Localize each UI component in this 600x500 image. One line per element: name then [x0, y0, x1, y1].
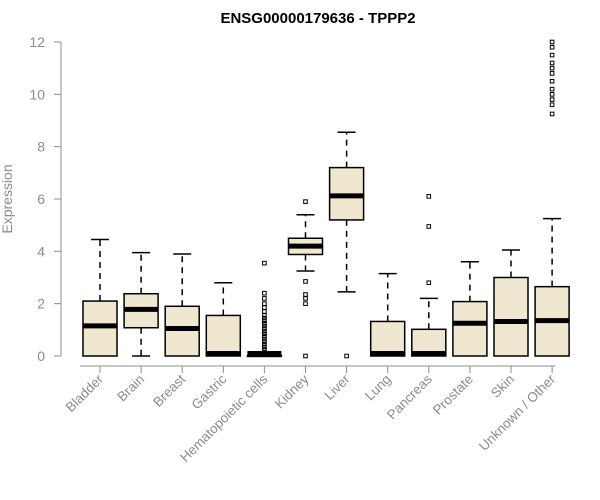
outlier-point — [262, 260, 267, 266]
y-tick-label: 10 — [29, 86, 45, 102]
box-group — [411, 194, 447, 357]
outlier-point — [303, 199, 308, 204]
outlier-point — [549, 44, 555, 50]
box-group — [246, 260, 283, 358]
outlier-point — [262, 331, 267, 337]
outlier-point — [426, 280, 432, 286]
y-tick-label: 4 — [37, 243, 45, 259]
y-tick-label: 6 — [37, 191, 45, 207]
outlier-point — [262, 318, 267, 323]
outlier-point — [303, 353, 308, 359]
outlier-point — [549, 86, 555, 92]
outlier-point — [262, 296, 267, 301]
box-group — [369, 272, 406, 357]
outlier-point — [262, 326, 267, 331]
box-group — [493, 249, 529, 357]
box-group — [82, 238, 118, 357]
boxes — [82, 39, 570, 359]
outlier-point — [262, 349, 267, 355]
outlier-point — [262, 334, 267, 339]
outlier-point — [303, 296, 308, 301]
outlier-point — [549, 78, 555, 84]
outlier-point — [262, 328, 267, 334]
outlier-point — [262, 305, 267, 310]
x-tick-label: Gastric — [189, 371, 230, 412]
outlier-point — [344, 353, 349, 359]
outlier-point — [262, 320, 267, 326]
outlier-point — [262, 323, 267, 329]
x-tick-label: Liver — [321, 371, 353, 403]
outlier-point — [549, 39, 555, 45]
outlier-point — [303, 301, 308, 306]
x-tick-label: Bladder — [63, 371, 107, 415]
outlier-point — [549, 97, 555, 102]
outlier-point — [262, 347, 267, 352]
iqr-box — [82, 300, 118, 357]
outlier-point — [549, 102, 555, 108]
y-tick-label: 0 — [37, 348, 45, 364]
outlier-point — [549, 111, 555, 117]
box-group — [164, 253, 200, 357]
box-group — [534, 39, 570, 357]
outlier-point — [262, 290, 267, 296]
box-group — [287, 199, 324, 359]
iqr-box — [369, 320, 406, 357]
outlier-point — [426, 194, 432, 199]
y-tick-label: 8 — [37, 139, 45, 155]
outlier-point — [262, 315, 267, 321]
y-tick-label: 2 — [37, 296, 45, 312]
box-group — [452, 261, 488, 357]
outlier-point — [262, 341, 267, 347]
box-group — [123, 251, 159, 357]
y-tick-label: 12 — [29, 34, 45, 50]
x-tick-label: Lung — [362, 372, 394, 404]
outlier-point — [549, 92, 555, 97]
iqr-box — [205, 314, 242, 357]
iqr-box — [452, 300, 488, 357]
outlier-point — [303, 279, 308, 284]
outlier-point — [262, 301, 267, 306]
box-group — [205, 281, 242, 357]
outlier-point — [549, 60, 555, 66]
y-ticks: 0 2 4 6 8 10 12 — [29, 34, 61, 364]
x-tick-label: Prostate — [430, 372, 476, 418]
x-tick-label: Breast — [150, 371, 188, 409]
outlier-point — [549, 65, 555, 71]
box-group — [328, 131, 365, 359]
outlier-point — [549, 52, 555, 58]
outlier-point — [303, 292, 308, 297]
outlier-point — [262, 344, 267, 350]
x-tick-label: Brain — [114, 372, 147, 405]
y-axis-label: Expression — [0, 164, 15, 233]
iqr-box — [493, 276, 529, 357]
outlier-point — [262, 339, 267, 344]
x-tick-label: Skin — [488, 372, 517, 401]
outlier-point — [262, 309, 267, 314]
x-tick-label: Unknown / Other — [476, 371, 559, 454]
outlier-point — [549, 71, 555, 76]
x-tick-label: Kidney — [272, 371, 312, 411]
outlier-point — [262, 336, 267, 342]
iqr-box — [164, 305, 200, 357]
chart-title: ENSG00000179636 - TPPP2 — [220, 10, 415, 27]
x-tick-label: Pancreas — [384, 371, 435, 422]
outlier-point — [426, 224, 432, 229]
